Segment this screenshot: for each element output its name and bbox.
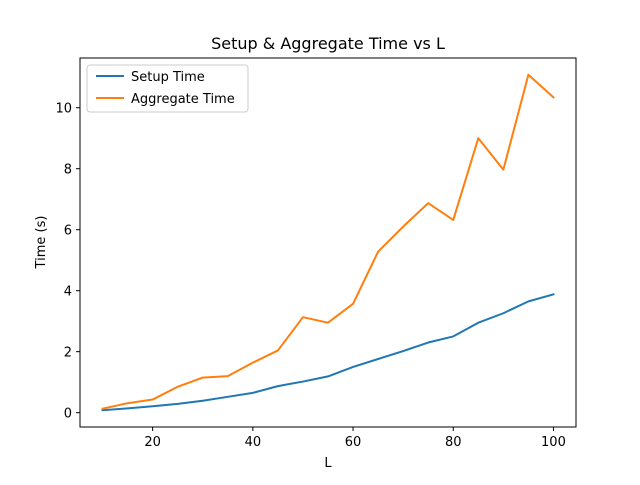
x-axis-ticks: 20 40 60 80 100 [144,427,566,450]
x-tick-label: 100 [541,435,566,450]
series-layer [101,73,555,412]
y-tick-label: 0 [64,407,72,422]
y-tick-label: 6 [64,224,72,239]
series-line-aggregate-time [101,73,555,410]
x-axis-label: L [324,456,332,471]
y-tick-label: 4 [64,285,72,300]
series-line-setup-time [101,293,555,412]
y-tick-label: 10 [55,102,72,117]
plot-area [80,58,576,427]
legend: Setup Time Aggregate Time [86,64,249,113]
y-axis-ticks: 0 2 4 6 8 10 [55,102,80,422]
y-tick-label: 8 [64,163,72,178]
x-tick-label: 80 [445,435,462,450]
x-tick-label: 60 [345,435,362,450]
y-tick-label: 2 [64,346,72,361]
chart-title: Setup & Aggregate Time vs L [211,34,445,53]
legend-label-aggregate-time: Aggregate Time [131,92,235,107]
legend-box [86,64,249,113]
plot-frame [79,57,577,428]
x-tick-label: 40 [245,435,262,450]
legend-label-setup-time: Setup Time [131,70,205,85]
y-axis-label: Time (s) [34,216,49,270]
x-tick-label: 20 [144,435,161,450]
